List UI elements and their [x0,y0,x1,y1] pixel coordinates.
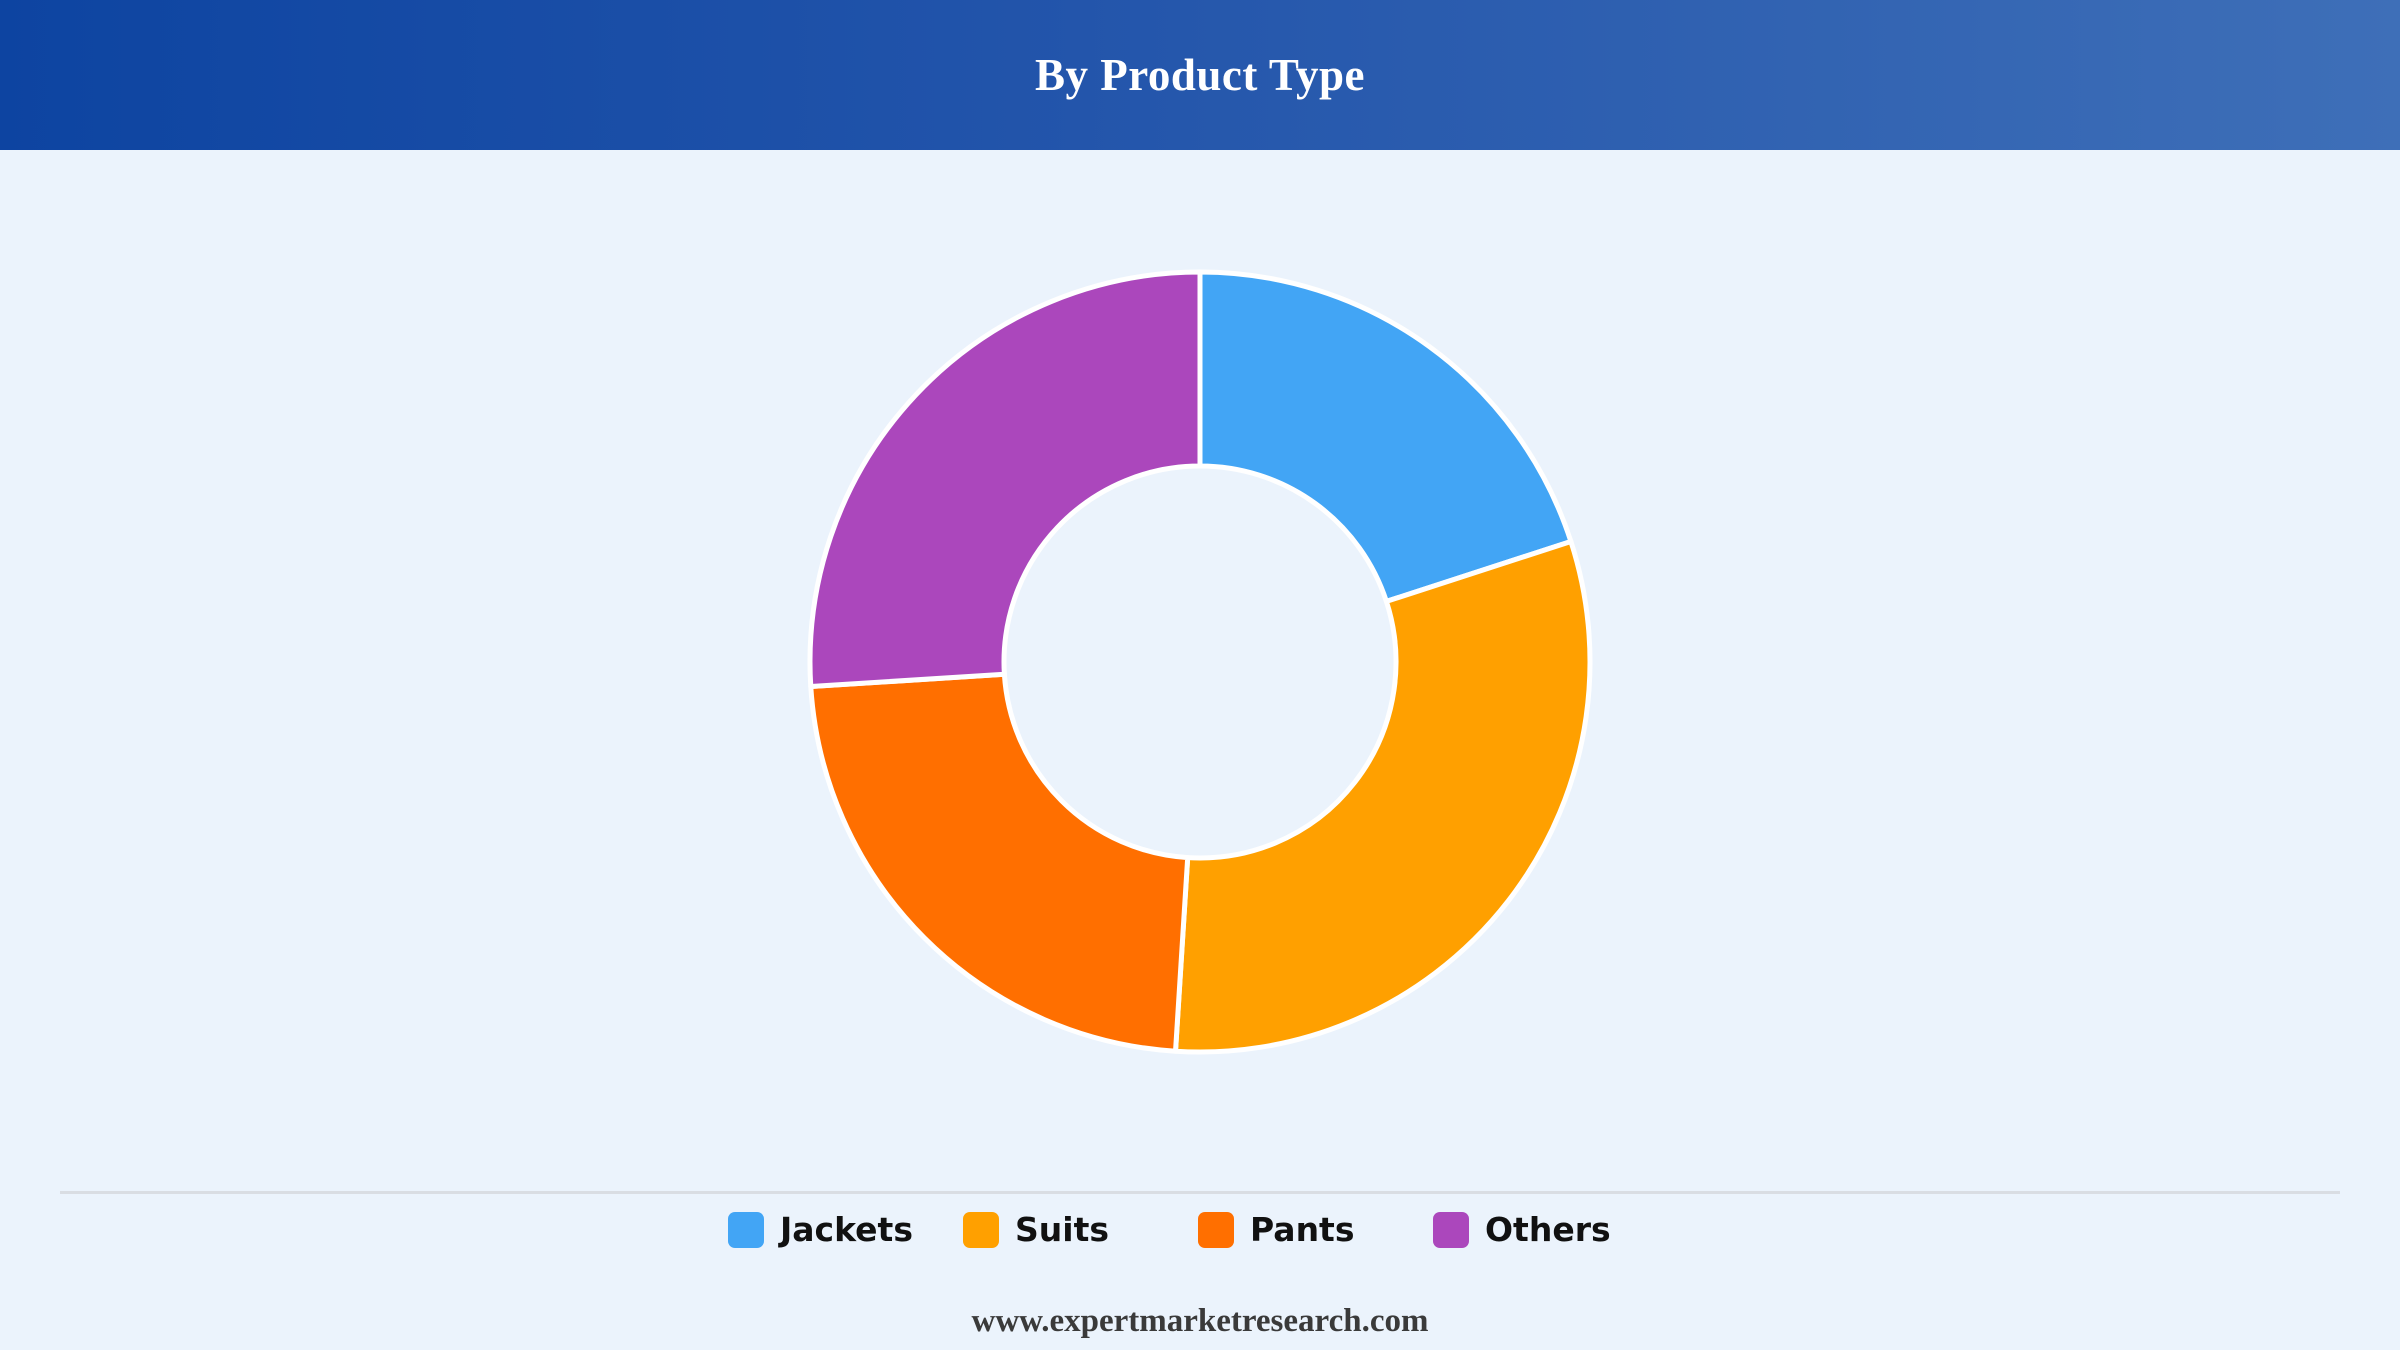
slice-suits[interactable] [1173,538,1593,1055]
chart-area [0,150,2400,1190]
legend-divider [60,1191,2340,1194]
legend-item-others[interactable]: Others [1433,1202,1611,1257]
legend-label-others: Others [1485,1210,1611,1249]
legend-label-pants: Pants [1250,1210,1355,1249]
legend-swatch-pants [1198,1211,1234,1248]
chart-title: By Product Type [1034,50,1366,100]
legend-swatch-jackets [728,1211,764,1248]
chart-legend: Jackets Suits Pants Others [0,1202,2400,1257]
legend-item-suits[interactable]: Suits [963,1202,1109,1257]
legend-item-pants[interactable]: Pants [1198,1202,1354,1257]
legend-label-jackets: Jackets [780,1210,913,1249]
legend-swatch-others [1433,1211,1469,1248]
header-banner: By Product Type [0,0,2400,150]
slice-pants[interactable] [808,671,1191,1054]
source-url[interactable]: www.expertmarketresearch.com [971,1302,1429,1339]
donut-chart [807,269,1593,1055]
legend-item-jackets[interactable]: Jackets [728,1202,913,1257]
slice-jackets[interactable] [1197,269,1574,604]
legend-label-suits: Suits [1015,1210,1109,1249]
footer: www.expertmarketresearch.com [0,1296,2400,1346]
legend-swatch-suits [963,1211,999,1248]
slice-others[interactable] [807,269,1203,689]
